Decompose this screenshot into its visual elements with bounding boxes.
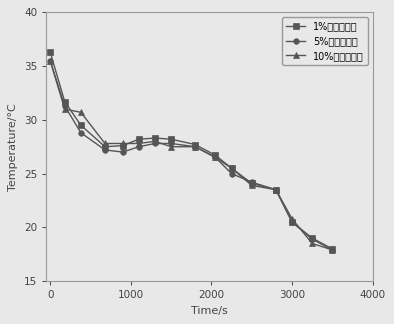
10%六水氯化钓 [136, 142, 141, 145]
10%六水氯化钓 [330, 248, 335, 252]
5%六水氯化钓 [273, 188, 278, 192]
10%六水氯化钓 [121, 142, 125, 145]
10%六水氯化钓 [229, 166, 234, 170]
1%六水氯化钓 [193, 143, 198, 146]
10%六水氯化钓 [290, 217, 294, 221]
1%六水氯化钓 [48, 50, 52, 54]
10%六水氯化钓 [169, 145, 173, 149]
1%六水氯化钓 [229, 166, 234, 170]
10%六水氯化钓 [193, 145, 198, 149]
5%六水氯化钓 [103, 148, 108, 152]
10%六水氯化钓 [78, 110, 83, 114]
1%六水氯化钓 [330, 247, 335, 251]
Line: 10%六水氯化钓: 10%六水氯化钓 [47, 58, 335, 253]
1%六水氯化钓 [121, 144, 125, 147]
10%六水氯化钓 [249, 183, 254, 187]
10%六水氯化钓 [213, 156, 218, 159]
5%六水氯化钓 [136, 145, 141, 149]
Line: 1%六水氯化钓: 1%六水氯化钓 [47, 49, 335, 252]
1%六水氯化钓 [62, 99, 67, 103]
5%六水氯化钓 [310, 237, 314, 241]
5%六水氯化钓 [62, 104, 67, 108]
1%六水氯化钓 [310, 236, 314, 240]
1%六水氯化钓 [290, 220, 294, 224]
1%六水氯化钓 [273, 188, 278, 192]
10%六水氯化钓 [273, 188, 278, 192]
1%六水氯化钓 [136, 137, 141, 141]
1%六水氯化钓 [78, 123, 83, 127]
Line: 5%六水氯化钓: 5%六水氯化钓 [47, 58, 335, 253]
5%六水氯化钓 [78, 131, 83, 135]
10%六水氯化钓 [103, 142, 108, 145]
5%六水氯化钓 [48, 59, 52, 63]
5%六水氯化钓 [290, 220, 294, 224]
1%六水氯化钓 [169, 137, 173, 141]
10%六水氯化钓 [152, 139, 157, 143]
5%六水氯化钓 [249, 180, 254, 184]
5%六水氯化钓 [330, 248, 335, 252]
5%六水氯化钓 [121, 150, 125, 154]
10%六水氯化钓 [310, 241, 314, 245]
10%六水氯化钓 [62, 107, 67, 111]
5%六水氯化钓 [229, 172, 234, 176]
10%六水氯化钓 [48, 59, 52, 63]
5%六水氯化钓 [213, 156, 218, 159]
1%六水氯化钓 [103, 145, 108, 149]
X-axis label: Time/s: Time/s [191, 306, 228, 316]
5%六水氯化钓 [152, 142, 157, 145]
1%六水氯化钓 [213, 153, 218, 157]
1%六水氯化钓 [152, 136, 157, 140]
1%六水氯化钓 [249, 181, 254, 185]
Legend: 1%六水氯化钓, 5%六水氯化钓, 10%六水氯化钓: 1%六水氯化钓, 5%六水氯化钓, 10%六水氯化钓 [282, 17, 368, 65]
Y-axis label: Temperature/°C: Temperature/°C [8, 103, 19, 191]
5%六水氯化钓 [169, 142, 173, 145]
5%六水氯化钓 [193, 145, 198, 149]
